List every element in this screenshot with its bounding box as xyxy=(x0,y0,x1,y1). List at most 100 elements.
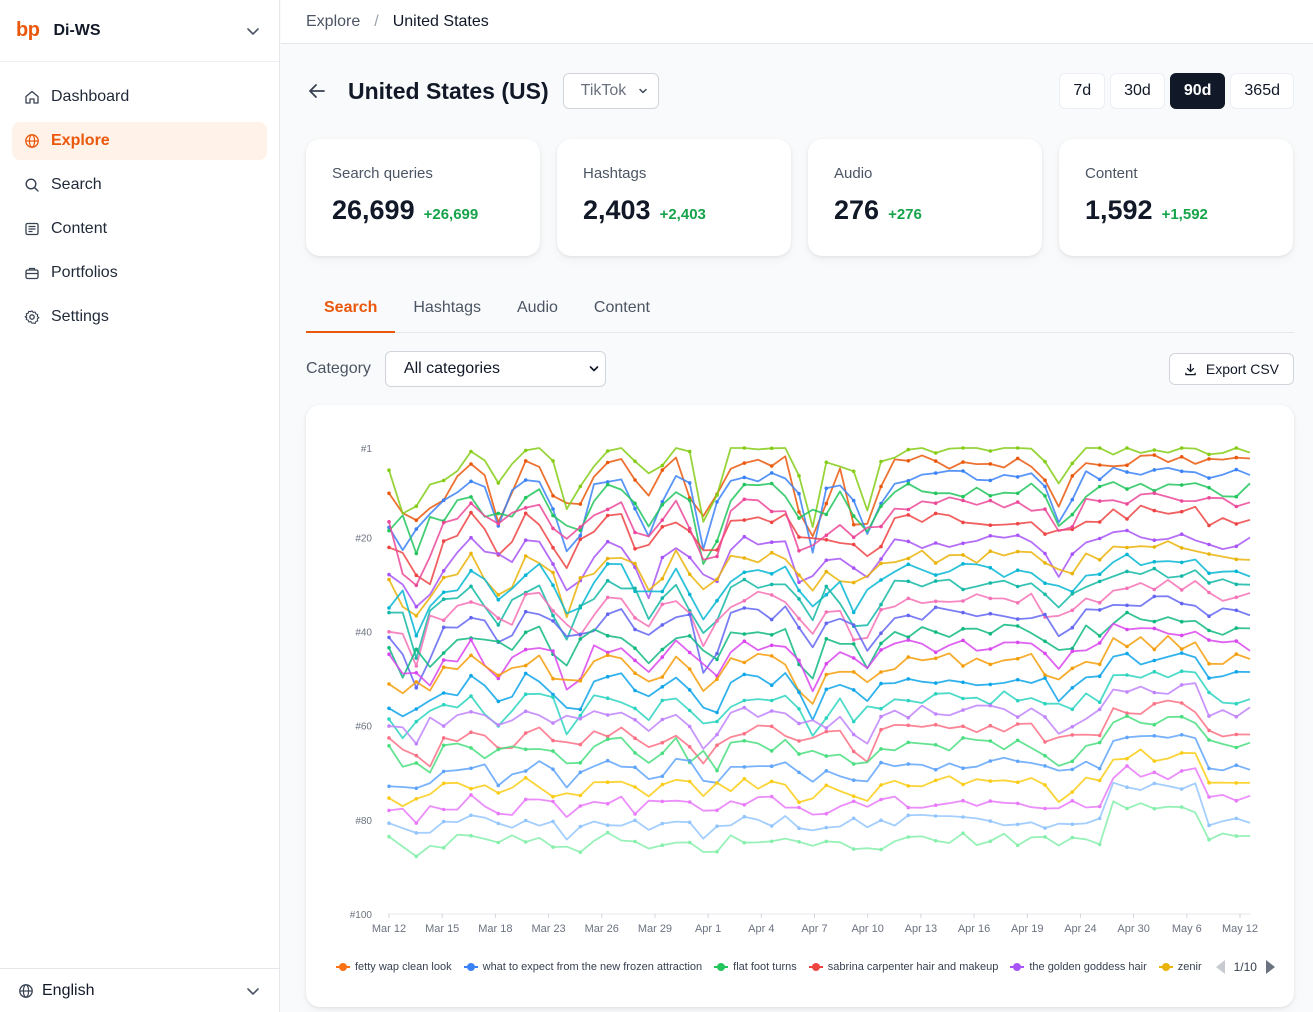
sidebar-item-explore[interactable]: Explore xyxy=(12,122,267,160)
series-point xyxy=(469,479,473,484)
tab-content[interactable]: Content xyxy=(593,299,650,316)
legend-item[interactable]: the golden goddess hair xyxy=(1010,961,1147,973)
series-point xyxy=(469,449,473,454)
series-point xyxy=(1207,738,1211,742)
y-tick-label: #80 xyxy=(355,816,372,827)
range-button-365d[interactable]: 365d xyxy=(1230,73,1294,109)
series-point xyxy=(1179,805,1184,809)
series-point xyxy=(1070,835,1075,840)
series-point xyxy=(1179,669,1184,673)
series-point xyxy=(1015,491,1020,496)
series-point xyxy=(1152,806,1157,811)
series-point xyxy=(633,561,637,566)
tab-hashtags[interactable]: Hashtags xyxy=(413,299,481,316)
series-point xyxy=(1097,778,1102,783)
series-point xyxy=(605,633,610,638)
series-point xyxy=(414,707,419,711)
language-selector[interactable]: English xyxy=(0,968,279,1012)
series-point xyxy=(1043,701,1047,706)
sidebar-item-settings[interactable]: Settings xyxy=(12,298,267,336)
series-point xyxy=(551,619,555,623)
category-select[interactable]: All categories xyxy=(384,351,606,387)
series-point xyxy=(1043,676,1047,680)
back-arrow-icon[interactable] xyxy=(306,80,328,102)
series-point xyxy=(687,612,692,617)
workspace-switcher[interactable]: bp Di-WS xyxy=(0,0,279,62)
tab-search[interactable]: Search xyxy=(306,283,396,333)
series-point xyxy=(1207,571,1211,576)
series-point xyxy=(414,504,419,508)
series-point xyxy=(1070,552,1075,556)
brand-logo: bp xyxy=(16,19,40,41)
tab-audio[interactable]: Audio xyxy=(516,299,558,316)
legend-item[interactable]: fetty wap clean look xyxy=(336,961,452,973)
legend-item[interactable]: flat foot turns xyxy=(714,961,797,973)
series-point xyxy=(906,805,911,810)
series-point xyxy=(660,500,665,504)
series-point xyxy=(906,677,911,681)
sidebar-item-content[interactable]: Content xyxy=(12,210,267,248)
series-point xyxy=(605,758,610,763)
series-point xyxy=(687,759,692,763)
series-point xyxy=(961,766,965,770)
series-line xyxy=(388,715,1251,774)
series-point xyxy=(1179,574,1184,578)
rank-line-chart[interactable]: #1 #20 #40 #60 #80 #100 Mar 12 Mar 15 Mar 18 Mar … xyxy=(306,405,1294,950)
chevron-down-icon xyxy=(589,366,599,372)
series-point xyxy=(1207,690,1211,695)
legend-next-icon[interactable] xyxy=(1265,960,1275,974)
series-point xyxy=(961,680,965,685)
series-point xyxy=(879,459,883,464)
series-point xyxy=(1070,608,1075,613)
series-point xyxy=(523,554,528,558)
series-point xyxy=(1043,561,1047,565)
series-point xyxy=(387,572,391,577)
series-point xyxy=(523,511,528,516)
series-point xyxy=(851,816,856,821)
series-point xyxy=(1125,517,1129,521)
series-point xyxy=(660,799,665,804)
sidebar-item-portfolios[interactable]: Portfolios xyxy=(12,254,267,292)
legend-item[interactable]: sabrina carpenter hair and makeup xyxy=(808,961,998,973)
series-point xyxy=(933,712,938,716)
platform-select[interactable]: TikTok xyxy=(562,73,660,109)
series-point xyxy=(769,464,774,468)
range-button-90d[interactable]: 90d xyxy=(1169,73,1226,109)
series-point xyxy=(687,498,692,503)
legend-item[interactable]: what to expect from the new frozen attra… xyxy=(463,961,702,973)
export-csv-button[interactable]: Export CSV xyxy=(1168,353,1294,385)
series-point xyxy=(988,565,993,570)
time-range-group: 7d 30d 90d 365d xyxy=(1059,73,1294,109)
series-point xyxy=(414,821,419,825)
sidebar-item-dashboard[interactable]: Dashboard xyxy=(12,78,267,116)
series-point xyxy=(1234,798,1239,803)
series-point xyxy=(851,566,856,570)
sidebar-item-label: Explore xyxy=(51,132,110,149)
series-point xyxy=(1234,494,1239,499)
series-point xyxy=(742,731,747,736)
series-point xyxy=(988,449,993,453)
legend-item[interactable]: zenir xyxy=(1158,961,1202,973)
sidebar-item-search[interactable]: Search xyxy=(12,166,267,204)
series-point xyxy=(742,556,747,560)
breadcrumb-explore-link[interactable]: Explore xyxy=(306,12,361,30)
series-point xyxy=(1043,740,1047,744)
series-line xyxy=(388,800,1251,858)
series-point xyxy=(824,569,829,574)
x-tick-label: Apr 16 xyxy=(958,923,990,935)
range-button-7d[interactable]: 7d xyxy=(1059,73,1106,109)
series-point xyxy=(1070,512,1075,517)
series-point xyxy=(414,518,419,522)
series-point xyxy=(715,500,719,504)
series-point xyxy=(879,681,883,686)
range-button-30d[interactable]: 30d xyxy=(1110,73,1165,109)
series-line xyxy=(388,682,1251,750)
series-point xyxy=(1097,608,1102,612)
legend-page-indicator: 1/10 xyxy=(1233,960,1257,974)
series-point xyxy=(742,739,747,743)
series-point xyxy=(1043,459,1047,464)
series-point xyxy=(1070,649,1075,653)
series-point xyxy=(715,677,719,681)
legend-prev-icon[interactable] xyxy=(1215,960,1225,974)
series-point xyxy=(469,462,473,466)
